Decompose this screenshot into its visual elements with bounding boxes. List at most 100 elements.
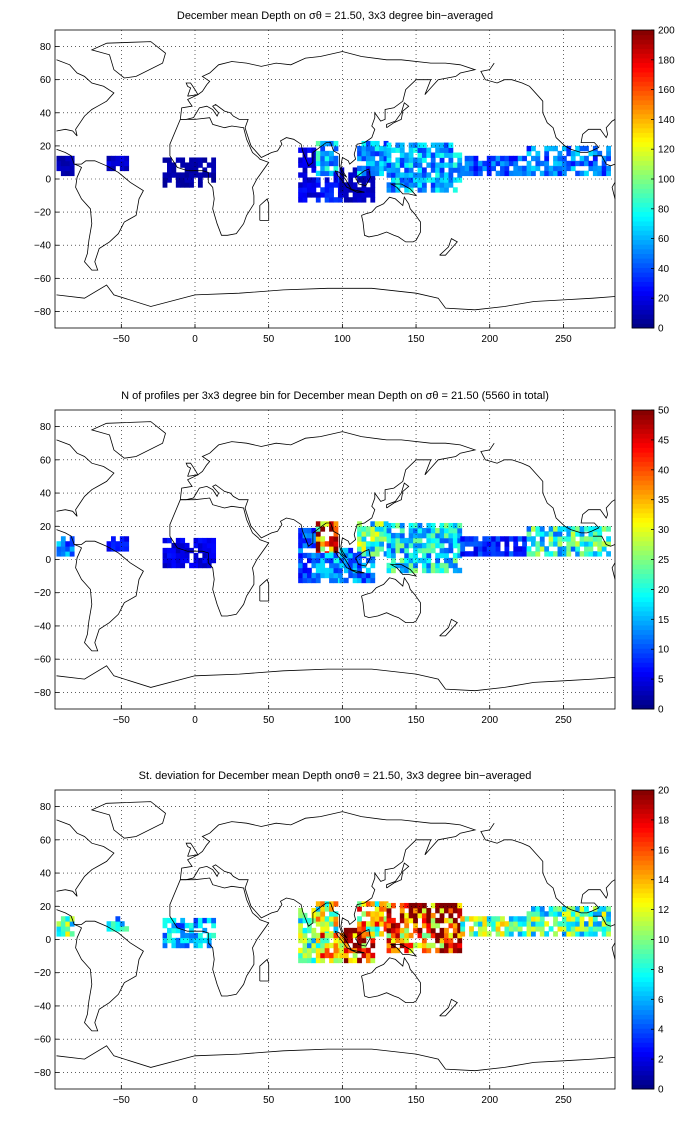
data-cell bbox=[444, 527, 449, 534]
colorbar-segment bbox=[632, 48, 654, 54]
data-cell bbox=[531, 526, 536, 532]
data-cell bbox=[162, 552, 168, 559]
colorbar-tick-label: 15 bbox=[658, 615, 670, 626]
data-cell bbox=[535, 526, 541, 532]
data-cell bbox=[477, 160, 483, 167]
data-cell bbox=[370, 572, 376, 579]
data-cell bbox=[399, 567, 405, 574]
data-cell bbox=[60, 165, 66, 172]
data-cell bbox=[452, 537, 458, 544]
data-cell bbox=[189, 162, 194, 168]
data-cell bbox=[486, 541, 492, 547]
data-cell bbox=[311, 932, 317, 939]
data-cell bbox=[348, 937, 354, 944]
data-cell bbox=[180, 547, 186, 554]
data-cell bbox=[522, 546, 527, 552]
data-cell bbox=[162, 157, 168, 163]
data-cell bbox=[65, 160, 71, 167]
data-cell bbox=[311, 177, 317, 183]
data-cell bbox=[197, 932, 203, 939]
data-cell bbox=[298, 952, 303, 959]
data-cell bbox=[324, 947, 330, 954]
data-cell bbox=[486, 155, 492, 162]
data-cell bbox=[539, 921, 545, 927]
data-cell bbox=[592, 541, 598, 547]
data-cell bbox=[311, 147, 317, 153]
data-cell bbox=[535, 541, 541, 547]
data-cell bbox=[444, 172, 449, 178]
data-cell bbox=[311, 537, 317, 544]
data-cell bbox=[513, 916, 519, 922]
data-cell bbox=[391, 547, 396, 554]
data-cell bbox=[175, 927, 181, 934]
data-cell bbox=[329, 577, 334, 584]
y-tick-label: −40 bbox=[34, 241, 51, 252]
data-cell bbox=[365, 931, 371, 937]
data-cell bbox=[561, 916, 567, 922]
data-cell bbox=[175, 177, 181, 183]
colorbar-segment bbox=[632, 883, 654, 889]
data-cell bbox=[469, 160, 474, 167]
y-tick-label: −20 bbox=[34, 588, 51, 599]
data-cell bbox=[65, 931, 71, 937]
colorbar-segment bbox=[632, 1070, 654, 1076]
colorbar-segment bbox=[632, 827, 654, 833]
data-cell bbox=[189, 182, 194, 188]
data-cell bbox=[417, 927, 423, 934]
data-cell bbox=[343, 947, 349, 954]
data-cell bbox=[575, 546, 581, 552]
colorbar-segment bbox=[632, 596, 654, 603]
data-cell bbox=[171, 922, 177, 929]
data-cell bbox=[408, 152, 414, 158]
data-cell bbox=[592, 160, 598, 167]
data-cell bbox=[193, 537, 199, 544]
data-cell bbox=[315, 911, 321, 917]
data-cell bbox=[386, 912, 392, 919]
data-cell bbox=[413, 162, 418, 168]
data-cell bbox=[65, 541, 71, 547]
colorbar-segment bbox=[632, 188, 654, 194]
data-cell bbox=[413, 542, 418, 549]
data-cell bbox=[370, 942, 376, 949]
data-cell bbox=[557, 546, 563, 552]
data-cell bbox=[435, 187, 441, 193]
data-cell bbox=[606, 916, 611, 922]
data-cell bbox=[171, 937, 177, 944]
data-cell bbox=[374, 541, 380, 547]
data-cell bbox=[311, 957, 317, 964]
data-cell bbox=[575, 551, 581, 557]
data-cell bbox=[357, 942, 362, 949]
y-tick-label: −20 bbox=[34, 968, 51, 979]
data-cell bbox=[570, 546, 576, 552]
data-cell bbox=[421, 177, 427, 183]
colorbar-segment bbox=[632, 888, 654, 894]
data-cell bbox=[315, 957, 321, 964]
data-cell bbox=[189, 177, 194, 183]
data-cell bbox=[365, 531, 371, 537]
data-cell bbox=[404, 947, 410, 954]
data-cell bbox=[329, 150, 334, 157]
data-cell bbox=[522, 921, 527, 927]
data-cell bbox=[570, 541, 576, 547]
data-cell bbox=[383, 921, 389, 927]
data-cell bbox=[435, 527, 441, 534]
colorbar-segment bbox=[632, 1000, 654, 1006]
data-cell bbox=[570, 931, 576, 937]
data-cell bbox=[65, 551, 71, 557]
data-cell bbox=[348, 552, 354, 559]
data-cell bbox=[444, 567, 449, 574]
data-cell bbox=[320, 165, 326, 172]
coastlines bbox=[56, 41, 616, 311]
data-cell bbox=[482, 921, 488, 927]
data-cell bbox=[357, 906, 362, 912]
data-cell bbox=[435, 902, 441, 909]
x-tick-label: 100 bbox=[334, 1095, 351, 1106]
colorbar-segment bbox=[632, 699, 654, 705]
y-tick-label: −60 bbox=[34, 1035, 51, 1046]
data-cell bbox=[391, 567, 396, 574]
data-cell bbox=[413, 157, 418, 163]
data-cell bbox=[302, 917, 308, 924]
colorbar-segment bbox=[632, 1032, 654, 1039]
data-cell bbox=[404, 172, 410, 178]
data-cell bbox=[491, 551, 497, 557]
